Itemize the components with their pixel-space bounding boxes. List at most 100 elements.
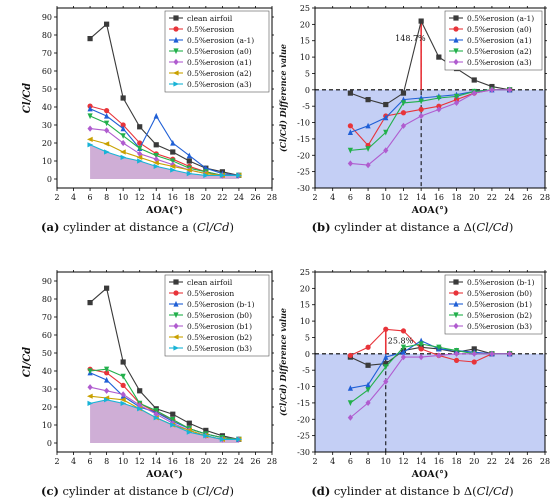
legend-entry: 0.5%erosion: [187, 289, 234, 298]
data-point: [383, 147, 389, 154]
y-tick-label: 10: [42, 421, 52, 430]
x-tick-label: 16: [434, 193, 444, 202]
data-point: [87, 300, 93, 306]
chart-panel-b: 148.7%2 4 6 8 10 12 14 16 18 20 22 24 26 28-30-25-20-…: [278, 4, 550, 216]
legend-marker: [173, 58, 179, 66]
series-line: [89, 115, 239, 176]
x-tick-label: 12: [135, 193, 145, 202]
y-tick-label: 25: [300, 4, 310, 13]
legend-entry: 0.5%erosion (a-1): [467, 14, 534, 23]
legend-marker: [453, 312, 459, 319]
data-point: [87, 125, 93, 132]
data-point: [137, 402, 143, 409]
caption-c-letter: (c): [41, 484, 59, 498]
y-tick-label: 50: [42, 349, 52, 358]
x-tick-label: 20: [201, 193, 211, 202]
negative-region-shade: [315, 353, 545, 452]
data-point: [418, 341, 424, 348]
y-tick-label: -30: [297, 184, 310, 193]
legend-marker: [453, 26, 459, 32]
data-point: [104, 370, 110, 376]
caption-a-ital: Cl/Cd: [196, 220, 230, 234]
data-point: [120, 139, 126, 147]
data-point: [186, 152, 192, 159]
data-point: [347, 147, 353, 154]
data-point: [436, 95, 442, 102]
data-point: [87, 113, 93, 120]
series-line: [89, 108, 239, 176]
x-tick-label: 16: [168, 457, 178, 466]
data-point: [400, 122, 407, 129]
x-tick-label: 14: [151, 457, 161, 466]
legend-marker: [453, 48, 459, 55]
legend-marker: [453, 58, 459, 66]
data-point: [87, 400, 94, 406]
legend-entry: 0.5%erosion (b0): [187, 311, 252, 320]
y-tick-label: 90: [42, 13, 52, 22]
x-tick-label: 4: [330, 457, 335, 466]
series-line: [350, 340, 510, 389]
data-point: [120, 373, 126, 380]
data-point: [365, 381, 371, 388]
data-point: [153, 156, 159, 163]
x-axis-label: AOA(°): [411, 205, 449, 216]
data-point: [169, 163, 176, 169]
data-point: [383, 361, 389, 367]
x-tick-label: 20: [469, 457, 479, 466]
data-point: [120, 382, 126, 388]
legend-marker: [453, 36, 459, 43]
data-point: [87, 105, 93, 112]
data-point: [365, 344, 371, 350]
data-point: [137, 388, 143, 394]
plot-frame: [314, 7, 546, 189]
y-tick-label: 20: [42, 403, 52, 412]
data-point: [453, 350, 460, 357]
x-tick-label: 22: [487, 193, 497, 202]
data-point: [186, 429, 193, 435]
data-point: [365, 146, 371, 152]
legend-entry: 0.5%erosion (a0): [467, 25, 532, 34]
x-axis-label: AOA(°): [145, 469, 183, 480]
x-tick-label: 4: [330, 193, 335, 202]
data-point: [383, 326, 389, 332]
data-point: [136, 154, 143, 160]
x-tick-label: 26: [522, 457, 532, 466]
data-point: [418, 106, 424, 113]
caption-a-text: cylinder at distance a (: [59, 220, 197, 234]
x-tick-label: 12: [398, 457, 408, 466]
x-tick-label: 26: [250, 457, 260, 466]
data-point: [489, 350, 495, 357]
x-tick-label: 18: [451, 193, 461, 202]
caption-d-ital: Cl/Cd: [476, 484, 510, 498]
data-point: [489, 83, 495, 90]
data-point: [153, 112, 159, 119]
data-point: [137, 150, 143, 157]
data-point: [103, 141, 110, 147]
caption-c-text: cylinder at distance b (: [58, 484, 197, 498]
series-line: [89, 23, 240, 176]
series-line: [350, 89, 510, 166]
data-point: [87, 368, 93, 375]
data-point: [170, 411, 176, 417]
chart-panel-a: 2 4 6 8 10 12 14 16 18 20 22 24 26 280102030405060708…: [22, 6, 277, 216]
data-point: [137, 140, 143, 146]
series-line: [350, 328, 510, 363]
legend: clean airfoil 0.5%erosion 0.5%erosion (b-1…: [164, 274, 270, 357]
data-point: [400, 344, 407, 351]
y-axis-label: Cl/Cd: [22, 347, 33, 377]
y-tick-label: 20: [300, 284, 310, 293]
y-tick-label: 0: [47, 175, 52, 184]
series-5: [347, 86, 513, 169]
data-point: [347, 414, 353, 421]
legend-marker: [173, 15, 179, 21]
x-tick-label: 24: [234, 457, 244, 466]
caption-b: (b) cylinder at distance a Δ(Cl/Cd): [275, 220, 550, 234]
data-point: [203, 433, 209, 439]
x-tick-label: 28: [540, 457, 550, 466]
caption-d-letter: (d): [311, 484, 331, 498]
data-point: [120, 359, 126, 365]
data-point: [120, 149, 126, 155]
x-tick-label: 22: [217, 193, 227, 202]
data-point: [120, 133, 126, 139]
y-tick-label: 20: [300, 20, 310, 29]
